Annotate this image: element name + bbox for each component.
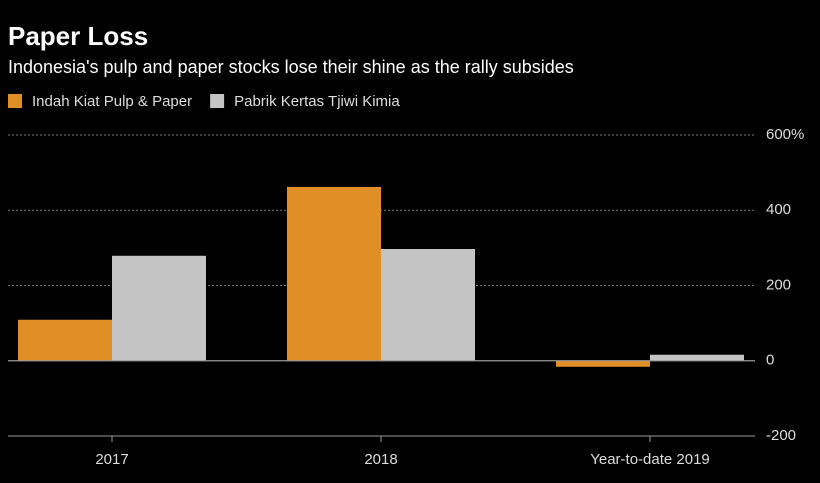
bar: [556, 360, 650, 367]
legend-label: Indah Kiat Pulp & Paper: [32, 93, 192, 110]
legend-swatch: [8, 94, 22, 108]
bar: [287, 186, 381, 361]
bar: [18, 319, 112, 361]
bar: [112, 255, 206, 361]
y-tick-label: 200: [766, 276, 791, 293]
chart-subtitle: Indonesia's pulp and paper stocks lose t…: [8, 57, 574, 77]
y-tick-label: -200: [766, 427, 796, 444]
chart-title: Paper Loss: [8, 21, 148, 51]
y-tick-label: 0: [766, 352, 774, 369]
bar: [650, 354, 744, 361]
y-tick-label: 400: [766, 201, 791, 218]
y-tick-label: 600%: [766, 126, 804, 143]
legend-swatch: [210, 94, 225, 108]
x-tick-label: 2017: [95, 451, 128, 468]
x-tick-label: 2018: [364, 451, 397, 468]
bar: [381, 249, 475, 361]
x-tick-label: Year-to-date 2019: [590, 451, 710, 468]
legend-label: Pabrik Kertas Tjiwi Kimia: [234, 93, 400, 110]
